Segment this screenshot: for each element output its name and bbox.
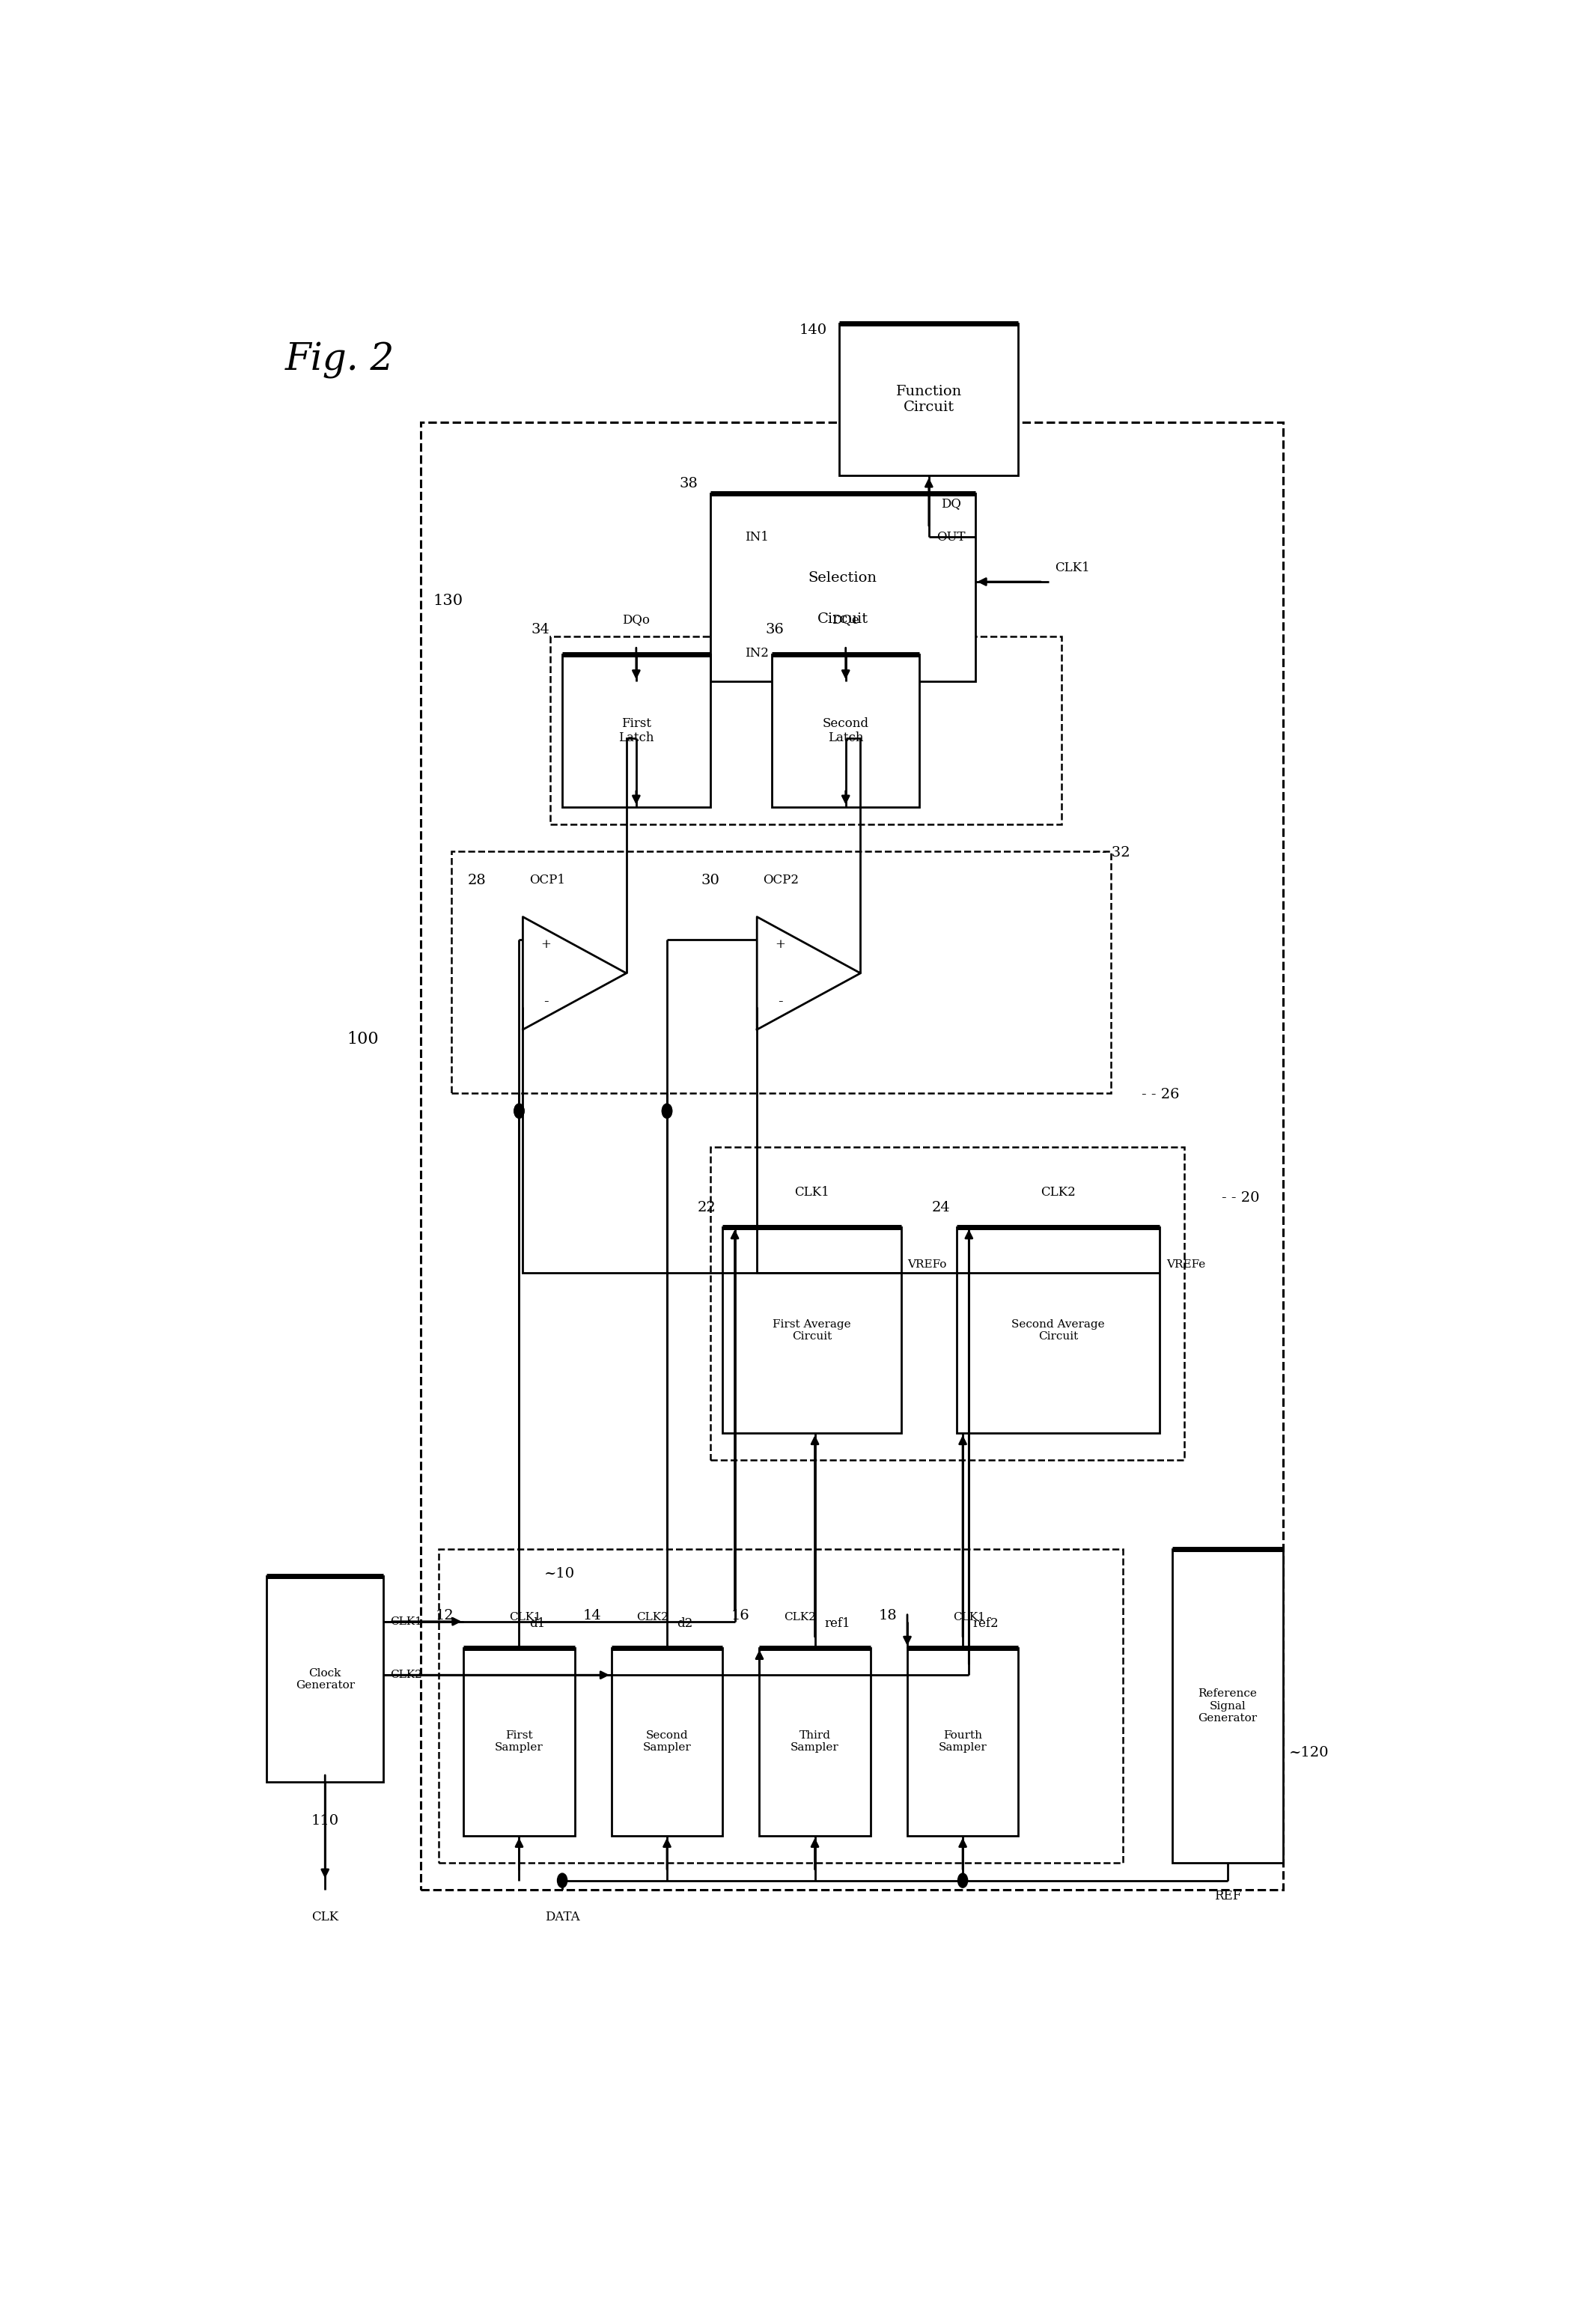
Polygon shape <box>523 918 626 1030</box>
Bar <box>439 1550 1123 1862</box>
Text: Third
Sampler: Third Sampler <box>790 1731 840 1752</box>
Text: IN2: IN2 <box>744 646 768 660</box>
Polygon shape <box>757 918 860 1030</box>
Circle shape <box>514 1104 525 1118</box>
Text: - - 26: - - 26 <box>1142 1088 1180 1102</box>
Text: 30: 30 <box>701 874 720 888</box>
Text: First
Sampler: First Sampler <box>494 1731 544 1752</box>
Text: - - 20: - - 20 <box>1221 1192 1259 1204</box>
Text: CLK1: CLK1 <box>1056 562 1091 574</box>
Text: +: + <box>541 939 552 951</box>
Bar <box>420 423 1283 1889</box>
Text: 24: 24 <box>932 1202 951 1215</box>
Text: DQe: DQe <box>832 614 860 625</box>
Circle shape <box>558 1873 568 1887</box>
Circle shape <box>661 1104 673 1118</box>
Text: 100: 100 <box>347 1032 378 1048</box>
Text: 12: 12 <box>436 1608 453 1622</box>
Text: 140: 140 <box>800 323 827 337</box>
Text: CLK2: CLK2 <box>390 1669 421 1680</box>
Text: 130: 130 <box>432 595 463 609</box>
Text: OCP2: OCP2 <box>763 874 800 885</box>
Text: -: - <box>778 995 782 1009</box>
Circle shape <box>957 1873 968 1887</box>
Text: 34: 34 <box>531 623 550 637</box>
Bar <box>464 1648 574 1836</box>
Text: Second Average
Circuit: Second Average Circuit <box>1011 1320 1105 1341</box>
Text: VREFe: VREFe <box>1165 1260 1205 1269</box>
Text: DQo: DQo <box>622 614 650 625</box>
Bar <box>908 1648 1018 1836</box>
Text: ~120: ~120 <box>1289 1745 1329 1759</box>
Circle shape <box>661 1104 673 1118</box>
Bar <box>452 851 1110 1092</box>
Text: IN1: IN1 <box>744 530 768 544</box>
Text: 110: 110 <box>312 1815 339 1827</box>
Text: 16: 16 <box>731 1608 749 1622</box>
Text: REF: REF <box>1215 1889 1242 1901</box>
Bar <box>563 655 711 806</box>
Text: 28: 28 <box>467 874 487 888</box>
Text: CLK1: CLK1 <box>390 1615 421 1627</box>
Text: CLK2: CLK2 <box>636 1613 668 1622</box>
Text: Second
Latch: Second Latch <box>822 718 868 744</box>
Text: d1: d1 <box>529 1618 545 1629</box>
Text: 14: 14 <box>584 1608 601 1622</box>
Bar <box>711 493 975 681</box>
Text: 38: 38 <box>679 476 698 490</box>
Text: Second
Sampler: Second Sampler <box>642 1731 692 1752</box>
Bar <box>267 1576 383 1783</box>
Text: CLK1: CLK1 <box>952 1613 984 1622</box>
Bar <box>722 1227 902 1434</box>
Circle shape <box>514 1104 525 1118</box>
Text: Circuit: Circuit <box>817 614 868 625</box>
Text: CLK: CLK <box>312 1910 339 1924</box>
Text: Fig. 2: Fig. 2 <box>285 342 394 379</box>
Bar <box>957 1227 1161 1434</box>
Text: First
Latch: First Latch <box>619 718 653 744</box>
Bar <box>612 1648 722 1836</box>
Text: Selection: Selection <box>808 572 878 586</box>
Text: ~10: ~10 <box>544 1566 574 1580</box>
Bar <box>840 323 1018 476</box>
Text: +: + <box>774 939 785 951</box>
Text: -: - <box>544 995 549 1009</box>
Text: ref2: ref2 <box>973 1618 999 1629</box>
Text: - - 32: - - 32 <box>1092 846 1130 860</box>
Text: DQ: DQ <box>941 497 962 509</box>
Text: CLK1: CLK1 <box>795 1185 830 1199</box>
Text: 22: 22 <box>698 1202 716 1215</box>
Text: First Average
Circuit: First Average Circuit <box>773 1320 851 1341</box>
Text: ref1: ref1 <box>825 1618 851 1629</box>
Text: 36: 36 <box>766 623 784 637</box>
Text: OCP1: OCP1 <box>529 874 564 885</box>
Bar <box>1172 1550 1283 1862</box>
Text: 18: 18 <box>879 1608 897 1622</box>
Text: OUT: OUT <box>937 530 965 544</box>
Text: Fourth
Sampler: Fourth Sampler <box>938 1731 987 1752</box>
Bar <box>771 655 919 806</box>
Text: CLK2: CLK2 <box>1041 1185 1076 1199</box>
Bar <box>711 1146 1185 1459</box>
Text: DATA: DATA <box>545 1910 580 1924</box>
Bar <box>550 637 1062 825</box>
Text: VREFo: VREFo <box>908 1260 946 1269</box>
Text: CLK2: CLK2 <box>784 1613 816 1622</box>
Text: Reference
Signal
Generator: Reference Signal Generator <box>1197 1690 1258 1724</box>
Text: d2: d2 <box>677 1618 693 1629</box>
Text: Clock
Generator: Clock Generator <box>296 1669 355 1690</box>
Bar <box>760 1648 870 1836</box>
Text: Function
Circuit: Function Circuit <box>895 386 962 414</box>
Text: CLK1: CLK1 <box>509 1613 541 1622</box>
